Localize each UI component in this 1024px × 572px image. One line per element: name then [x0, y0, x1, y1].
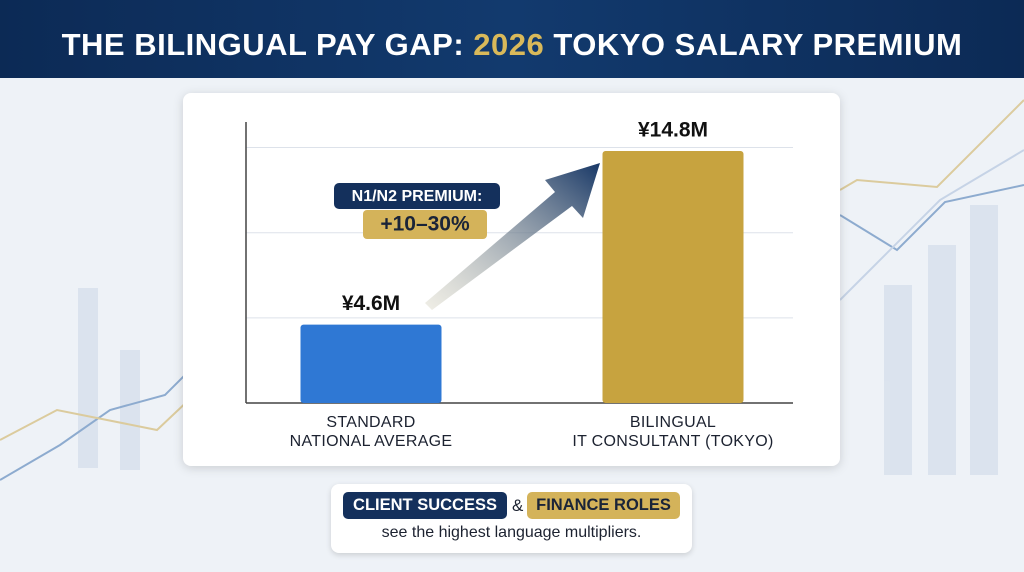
- footer-highlight: FINANCE ROLES: [527, 492, 680, 519]
- footer-text: see the highest language multipliers.: [381, 524, 642, 541]
- footer-joiner: &: [512, 496, 524, 515]
- footer-box: CLIENT SUCCESS & FINANCE ROLES see the h…: [331, 484, 692, 553]
- value-label: ¥14.8M: [638, 118, 708, 141]
- annotation-heading-box: [334, 183, 500, 209]
- annotation-heading: N1/N2 PREMIUM:: [352, 188, 483, 205]
- title-year: 2026: [473, 27, 545, 62]
- x-tick-label: BILINGUAL IT CONSULTANT (TOKYO): [572, 414, 774, 450]
- bar: [300, 324, 442, 403]
- background-decor: [0, 99, 1024, 481]
- title-part: TOKYO SALARY PREMIUM: [544, 27, 963, 62]
- annotation-value-box: [363, 210, 487, 239]
- title: THE BILINGUAL PAY GAP: 2026 TOKYO SALARY…: [0, 0, 1024, 78]
- growth-arrow: [425, 163, 600, 310]
- annotation-value: +10–30%: [380, 213, 470, 236]
- header-band: [0, 0, 1024, 78]
- footer-highlight: CLIENT SUCCESS: [343, 492, 507, 519]
- title-part: THE BILINGUAL PAY GAP:: [61, 27, 474, 62]
- x-tick-label: STANDARD NATIONAL AVERAGE: [289, 414, 453, 450]
- bar: [602, 150, 744, 403]
- value-label: ¥4.6M: [342, 292, 400, 315]
